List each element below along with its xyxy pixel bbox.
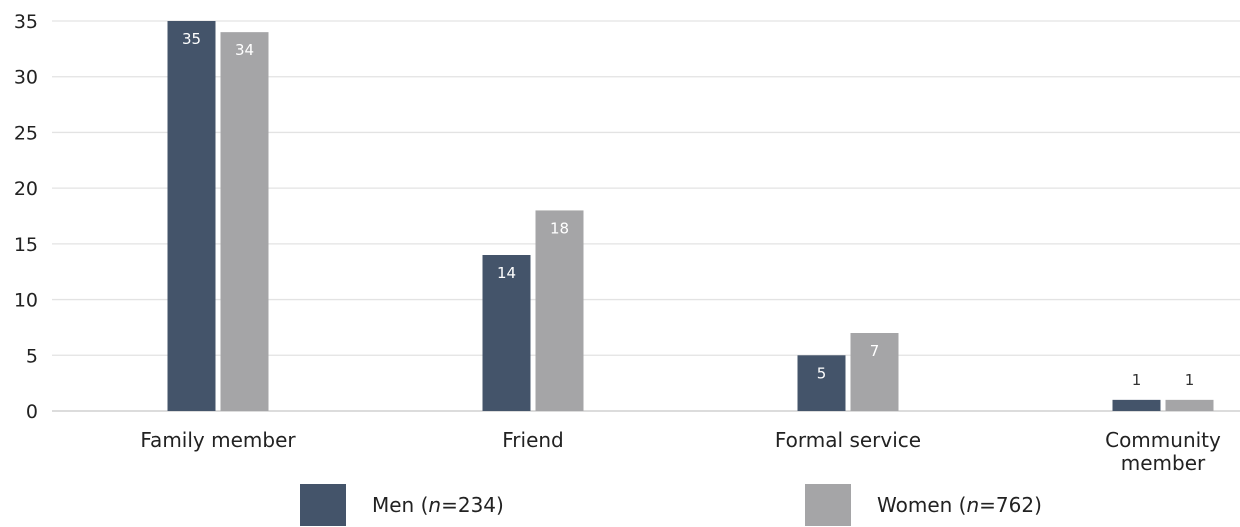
legend-label-women: Women (n=762)	[877, 493, 1042, 517]
x-category-label: Family member	[140, 428, 296, 452]
y-tick-label: 15	[14, 234, 38, 256]
y-tick-label: 20	[14, 178, 38, 200]
data-label: 1	[1185, 371, 1195, 389]
bars	[167, 21, 1214, 412]
bar-men	[482, 255, 531, 411]
bar-men	[167, 21, 216, 411]
legend-swatch-women	[805, 484, 851, 526]
bar-women	[535, 210, 584, 411]
data-labels: 35 34 14 18 5 7 1 1	[182, 30, 1194, 389]
y-axis-tick-labels: 0 5 10 15 20 25 30 35	[14, 11, 38, 423]
data-label: 14	[497, 264, 516, 282]
x-category-label: Formal service	[775, 428, 921, 452]
x-category-label: Friend	[502, 428, 564, 452]
legend-label-men: Men (n=234)	[372, 493, 504, 517]
bar-women	[1165, 399, 1214, 411]
y-tick-label: 10	[14, 290, 38, 312]
x-axis-category-labels: Family member Friend Formal service Communi…	[140, 428, 1221, 475]
y-tick-label: 35	[14, 11, 38, 33]
bar-women	[220, 32, 269, 412]
data-label: 34	[235, 41, 254, 59]
y-tick-label: 25	[14, 122, 38, 144]
data-label: 18	[550, 219, 569, 237]
data-label: 7	[870, 342, 880, 360]
y-tick-label: 0	[26, 401, 38, 423]
x-category-label: Community member	[1105, 428, 1221, 475]
legend-item-women: Women (n=762)	[805, 484, 1042, 526]
data-label: 1	[1132, 371, 1142, 389]
bar-women	[850, 333, 899, 411]
legend-swatch-men	[300, 484, 346, 526]
data-label: 35	[182, 30, 201, 48]
data-label: 5	[817, 364, 827, 382]
bar-men	[797, 355, 846, 411]
y-tick-label: 30	[14, 67, 38, 89]
y-tick-label: 5	[26, 345, 38, 367]
legend-item-men: Men (n=234)	[300, 484, 504, 526]
bar-men	[1112, 399, 1161, 411]
